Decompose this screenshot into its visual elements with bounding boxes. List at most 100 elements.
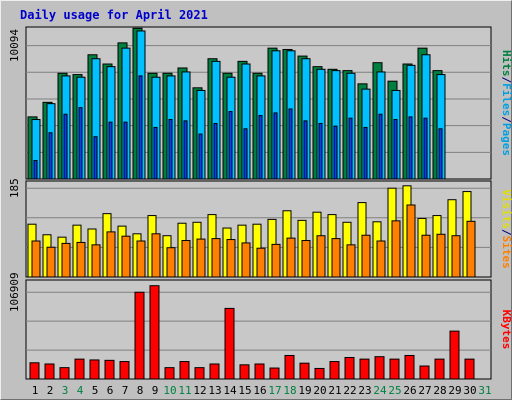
bar-kbytes-day-2 [44,363,55,380]
bar-pages-day-3 [63,113,68,180]
bar-sites-day-4 [76,241,86,278]
bar-pages-day-24 [378,113,383,180]
day-label-6: 6 [107,384,114,397]
day-label-2: 2 [47,384,54,397]
bar-kbytes-day-21 [329,361,340,380]
bar-kbytes-day-23 [359,358,370,380]
bar-kbytes-day-27 [419,365,430,380]
bar-sites-day-9 [151,233,161,278]
legend-bottom: KBytes [500,310,512,350]
legend-middle-part-2: Sites [500,236,512,269]
day-label-29: 29 [448,384,461,397]
day-label-25: 25 [388,384,401,397]
bar-pages-day-21 [333,125,338,180]
day-label-11: 11 [178,384,191,397]
bar-sites-day-3 [61,242,71,278]
bar-pages-day-23 [363,126,368,180]
bar-sites-day-21 [331,238,341,278]
day-label-17: 17 [268,384,281,397]
legend-top-part-2: Files [500,83,512,116]
bar-sites-day-22 [346,244,356,278]
bar-sites-day-17 [271,243,281,278]
legend-top-part-0: Hits [500,50,512,77]
bar-pages-day-28 [438,128,443,180]
legend-middle-part-1: / [500,229,512,236]
bar-kbytes-day-13 [209,363,220,380]
bar-pages-day-25 [393,119,398,180]
bar-kbytes-day-11 [179,361,190,380]
bar-pages-day-12 [198,133,203,180]
day-label-7: 7 [122,384,129,397]
bar-pages-day-19 [303,120,308,180]
max-label-middle: 185 [8,178,21,198]
bar-sites-day-7 [121,235,131,278]
day-label-26: 26 [403,384,416,397]
day-label-21: 21 [328,384,341,397]
day-label-19: 19 [298,384,311,397]
bar-sites-day-1 [31,240,41,278]
max-label-top: 10094 [8,29,21,62]
bar-pages-day-2 [48,132,53,180]
bar-sites-day-13 [211,238,221,278]
graph-title: Daily usage for April 2021 [20,8,208,22]
bar-kbytes-day-4 [74,358,85,380]
bar-sites-day-10 [166,247,176,278]
day-label-27: 27 [418,384,431,397]
bar-sites-day-30 [466,220,476,278]
bar-kbytes-day-12 [194,367,205,380]
day-label-18: 18 [283,384,296,397]
legend-middle: Visits/Sites [500,189,512,269]
day-label-3: 3 [62,384,69,397]
day-label-24: 24 [373,384,387,397]
bar-kbytes-day-9 [149,285,160,380]
bar-kbytes-day-20 [314,367,325,380]
bar-pages-day-13 [213,122,218,180]
bar-sites-day-12 [196,238,206,278]
bar-kbytes-day-10 [164,367,175,380]
bar-sites-day-16 [256,247,266,278]
day-label-8: 8 [137,384,144,397]
max-label-bottom: 106909 [8,272,21,312]
legend-top: Hits/Files/Pages [500,50,512,156]
bar-pages-day-27 [423,117,428,180]
bar-sites-day-18 [286,237,296,278]
bar-sites-day-20 [316,235,326,278]
bar-kbytes-day-30 [464,358,475,380]
day-label-4: 4 [77,384,84,397]
bar-kbytes-day-16 [254,363,265,380]
bar-sites-day-27 [421,234,431,278]
legend-top-part-4: Pages [500,123,512,156]
bar-pages-day-11 [183,120,188,180]
day-label-31: 31 [478,384,491,397]
bar-pages-day-22 [348,117,353,180]
bar-kbytes-day-19 [299,362,310,380]
bar-pages-day-8 [138,75,143,180]
day-label-1: 1 [32,384,39,397]
bar-kbytes-day-28 [434,358,445,380]
bar-pages-day-10 [168,119,173,180]
day-label-12: 12 [193,384,206,397]
bar-kbytes-day-29 [449,330,460,380]
bar-pages-day-1 [33,159,38,180]
bar-kbytes-day-18 [284,354,295,380]
bar-sites-day-2 [46,246,56,278]
bar-kbytes-day-3 [59,367,70,380]
bar-kbytes-day-24 [374,356,385,380]
bar-sites-day-8 [136,240,146,278]
day-label-22: 22 [343,384,356,397]
bar-sites-day-5 [91,244,101,278]
day-label-23: 23 [358,384,371,397]
bar-kbytes-day-22 [344,356,355,380]
day-label-16: 16 [253,384,266,397]
bar-pages-day-9 [153,126,158,180]
bar-sites-day-15 [241,242,251,278]
bar-kbytes-day-5 [89,359,100,380]
legend-top-part-1: / [500,77,512,84]
day-label-28: 28 [433,384,446,397]
day-label-30: 30 [463,384,476,397]
day-label-9: 9 [152,384,159,397]
bar-kbytes-day-26 [404,354,415,380]
bar-sites-day-14 [226,239,236,278]
